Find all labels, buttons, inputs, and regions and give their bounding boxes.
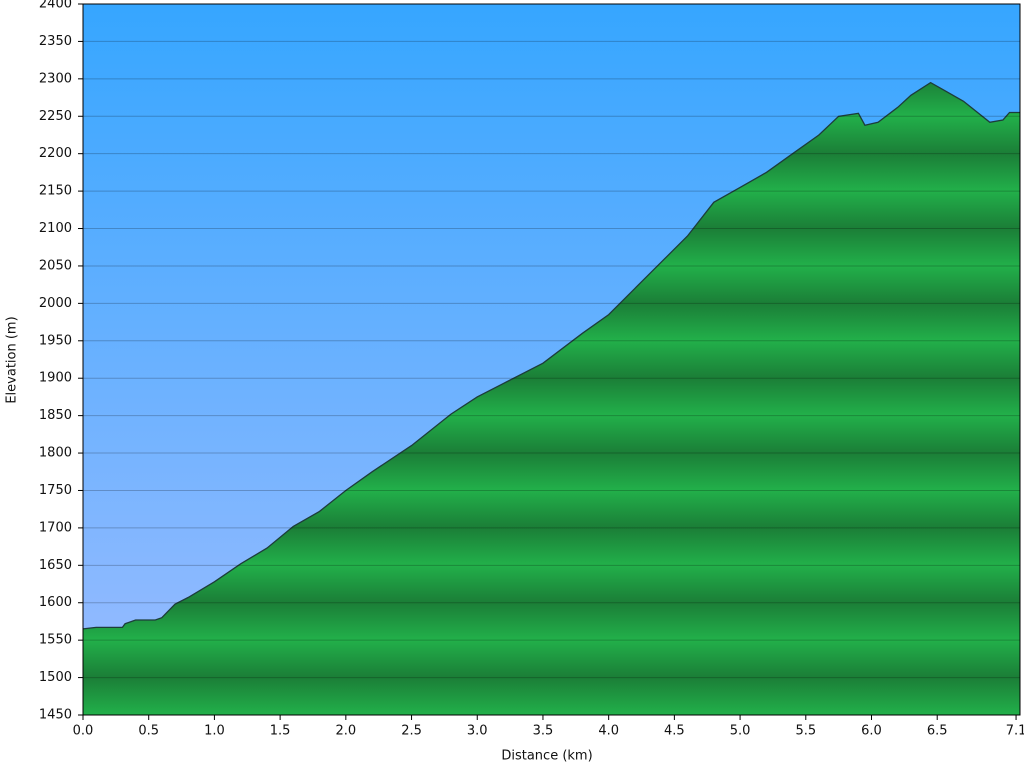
y-tick-label: 1900: [39, 371, 72, 386]
y-tick-label: 2100: [39, 221, 72, 236]
x-tick-label: 7.1: [1006, 724, 1024, 739]
x-tick-label: 0.5: [138, 724, 159, 739]
y-tick-label: 1550: [39, 633, 72, 648]
x-tick-label: 4.0: [598, 724, 619, 739]
x-tick-label: 2.0: [335, 724, 356, 739]
y-tick-label: 1750: [39, 483, 72, 498]
x-tick-label: 2.5: [401, 724, 422, 739]
y-tick-label: 1800: [39, 446, 72, 461]
elevation-line: [82, 81, 1020, 630]
x-tick-label: 5.0: [730, 724, 751, 739]
x-tick-label: 4.5: [664, 724, 685, 739]
y-tick-label: 2150: [39, 184, 72, 199]
y-tick-label: 1500: [39, 670, 72, 685]
plot-frame: [82, 3, 1021, 716]
y-tick-label: 2300: [39, 71, 72, 86]
y-tick-label: 1700: [39, 520, 72, 535]
x-tick-label: 1.0: [204, 724, 225, 739]
x-tick-label: 3.5: [533, 724, 554, 739]
x-tick-label: 3.0: [467, 724, 488, 739]
y-tick-label: 2400: [39, 0, 72, 12]
x-tick-label: 5.5: [795, 724, 816, 739]
y-tick-label: 2050: [39, 258, 72, 273]
y-tick-label: 2250: [39, 109, 72, 124]
y-tick-label: 2000: [39, 296, 72, 311]
x-axis-label: Distance (km): [501, 749, 592, 764]
y-tick-label: 1850: [39, 408, 72, 423]
y-tick-label: 2200: [39, 146, 72, 161]
y-tick-label: 1650: [39, 558, 72, 573]
x-tick-label: 0.0: [73, 724, 94, 739]
x-tick-label: 6.5: [927, 724, 948, 739]
y-tick-label: 1950: [39, 333, 72, 348]
y-tick-label: 1600: [39, 595, 72, 610]
x-tick-label: 6.0: [861, 724, 882, 739]
y-tick-label: 1450: [39, 708, 72, 723]
y-axis-label: Elevation (m): [5, 316, 20, 403]
elevation-area: [83, 82, 1020, 716]
y-tick-label: 2350: [39, 34, 72, 49]
x-tick-label: 1.5: [270, 724, 291, 739]
